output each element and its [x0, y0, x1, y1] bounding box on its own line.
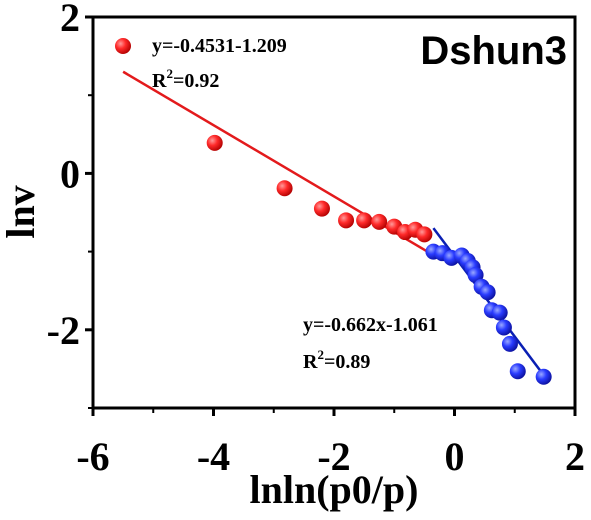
- axis-tick-labels: -6 -4 -2 0 2 -2 0 2: [47, 0, 585, 479]
- data-point: [495, 319, 512, 336]
- data-point: [416, 226, 433, 243]
- axis-ticks: [85, 15, 577, 416]
- data-point: [479, 284, 496, 301]
- r2-sup: 2: [317, 347, 324, 362]
- data-point: [338, 212, 355, 229]
- x-tick-label: -6: [76, 434, 109, 479]
- data-point: [535, 368, 552, 385]
- fit-annotation-red: y=-0.4531-1.209 R2=0.92: [152, 35, 287, 92]
- data-point: [501, 335, 518, 352]
- data-point: [491, 304, 508, 321]
- fit-annotation-blue: y=-0.662x-1.061 R2=0.89: [303, 314, 438, 373]
- legend-marker-red: [115, 38, 131, 54]
- fit-r2-red: R2=0.92: [152, 66, 219, 92]
- y-axis-title: lnv: [0, 185, 43, 238]
- x-tick-label: 0: [445, 434, 465, 479]
- data-point: [313, 200, 330, 217]
- data-point: [276, 180, 293, 197]
- data-point: [356, 212, 373, 229]
- r2-val: =0.92: [173, 70, 219, 92]
- data-point: [509, 363, 526, 380]
- x-tick-label: -4: [197, 434, 230, 479]
- panel-title: Dshun3: [420, 29, 567, 73]
- y-tick-label: 0: [60, 151, 80, 196]
- fit-equation-blue: y=-0.662x-1.061: [303, 314, 438, 336]
- data-point: [206, 134, 223, 151]
- data-points: [206, 134, 552, 385]
- x-axis-title: lnln(p0/p): [250, 467, 419, 512]
- x-tick-label: 2: [565, 434, 585, 479]
- x-tick-label: -2: [317, 434, 350, 479]
- fit-equation-red: y=-0.4531-1.209: [152, 35, 287, 57]
- y-tick-label: 2: [60, 0, 80, 40]
- y-tick-label: -2: [47, 308, 80, 353]
- data-point: [371, 213, 388, 230]
- r2-base: R: [303, 351, 318, 373]
- r2-base: R: [152, 70, 167, 92]
- fit-r2-blue: R2=0.89: [303, 347, 370, 373]
- r2-val: =0.89: [324, 351, 370, 373]
- r2-sup: 2: [166, 66, 173, 81]
